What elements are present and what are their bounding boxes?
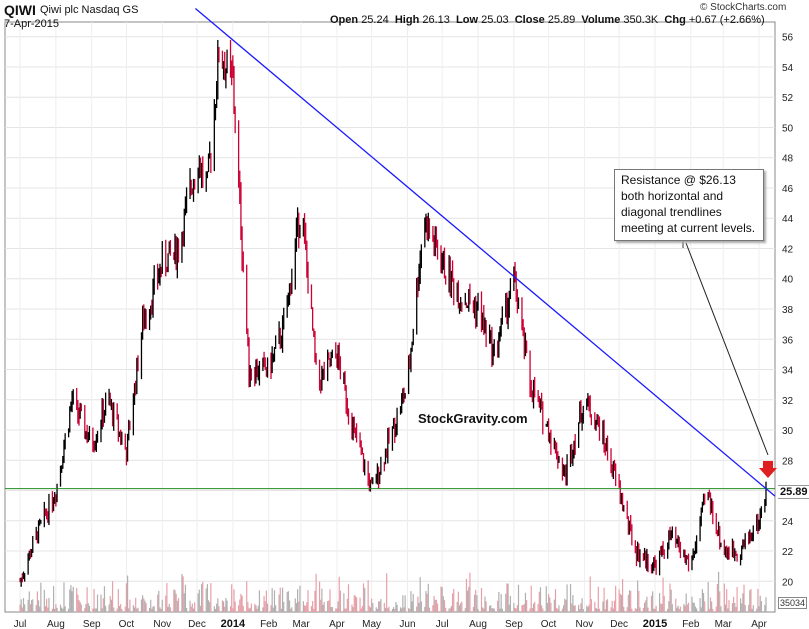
y-tick-label: 38	[782, 305, 794, 316]
open-label: Open	[330, 14, 359, 26]
x-tick-label: Apr	[329, 619, 345, 629]
ohlc-bar: Open 25.24 High 26.13 Low 25.03 Close 25…	[330, 14, 765, 26]
x-tick-label: 2014	[221, 618, 246, 629]
x-tick-label: Dec	[188, 619, 206, 629]
x-tick-label: Sep	[505, 619, 523, 629]
diagonal-trendline	[194, 7, 776, 497]
x-axis: Jul Aug Sep Oct Nov Dec 2014 Feb Mar Apr May Jun Jul…	[14, 618, 768, 629]
watermark: StockGravity.com	[418, 411, 528, 426]
x-tick-label: Jul	[14, 619, 27, 629]
x-tick-label: Mar	[715, 619, 733, 629]
x-tick-label: Oct	[541, 619, 557, 629]
plot-frame	[4, 21, 776, 613]
x-tick-label: Feb	[682, 619, 700, 629]
x-tick-label: Sep	[83, 619, 101, 629]
close-label: Close	[514, 14, 545, 26]
y-tick-label: 20	[782, 577, 794, 588]
high-value: 26.13	[422, 14, 450, 26]
y-tick-label: 22	[782, 547, 794, 558]
y-tick-label: 50	[782, 123, 794, 134]
y-tick-label: 36	[782, 335, 794, 346]
x-tick-label: Mar	[292, 619, 310, 629]
y-tick-label: 44	[782, 214, 794, 225]
y-tick-label: 56	[782, 33, 794, 44]
high-label: High	[394, 14, 420, 26]
last-price-tag: 25.89	[778, 485, 809, 499]
y-tick-label: 34	[782, 366, 794, 377]
chg-value: +0.67 (+2.66%)	[688, 14, 765, 26]
y-tick-label: 54	[782, 63, 794, 74]
x-tick-label: Dec	[610, 619, 628, 629]
chg-label: Chg	[664, 14, 686, 26]
company-name: Qiwi plc Nasdaq GS	[40, 4, 139, 16]
ticker-symbol: QIWI	[4, 2, 36, 18]
y-tick-label: 40	[782, 275, 794, 286]
volume-label: Volume	[581, 14, 621, 26]
copyright[interactable]: © StockCharts.com	[700, 2, 787, 13]
y-tick-label: 46	[782, 184, 794, 195]
x-tick-label: Nov	[576, 619, 594, 629]
volume-value: 350.3K	[623, 14, 659, 26]
x-tick-label: May	[362, 619, 381, 629]
x-tick-label: Jun	[399, 619, 415, 629]
volume-bars	[19, 571, 767, 612]
y-tick-label: 32	[782, 396, 794, 407]
y-tick-label: 48	[782, 154, 794, 165]
y-axis: 20222426283032343638404244464850525456	[782, 33, 794, 589]
y-tick-label: 28	[782, 456, 794, 467]
price-bars	[19, 39, 767, 587]
x-tick-label: Oct	[119, 619, 135, 629]
low-value: 25.03	[481, 14, 509, 26]
chart-date: 7-Apr-2015	[4, 18, 60, 30]
y-tick-label: 30	[782, 426, 794, 437]
open-value: 25.24	[361, 14, 389, 26]
close-value: 25.89	[547, 14, 576, 26]
y-tick-label: 24	[782, 517, 794, 528]
volume-tag: 35034	[778, 597, 808, 609]
annotation-pointer	[685, 242, 769, 456]
down-arrow-icon	[759, 461, 777, 478]
low-label: Low	[456, 14, 479, 26]
x-tick-label: Apr	[751, 619, 767, 629]
x-tick-label: Aug	[47, 619, 65, 629]
x-tick-label: Aug	[469, 619, 487, 629]
y-tick-label: 42	[782, 244, 794, 255]
y-tick-label: 52	[782, 93, 794, 104]
x-tick-label: Feb	[260, 619, 278, 629]
x-tick-label: 2015	[643, 618, 667, 629]
reference-lines	[5, 7, 776, 497]
annotation-box: Resistance @ $26.13 both horizontal and …	[614, 169, 764, 241]
x-tick-label: Jul	[436, 619, 449, 629]
x-tick-label: Nov	[153, 619, 171, 629]
